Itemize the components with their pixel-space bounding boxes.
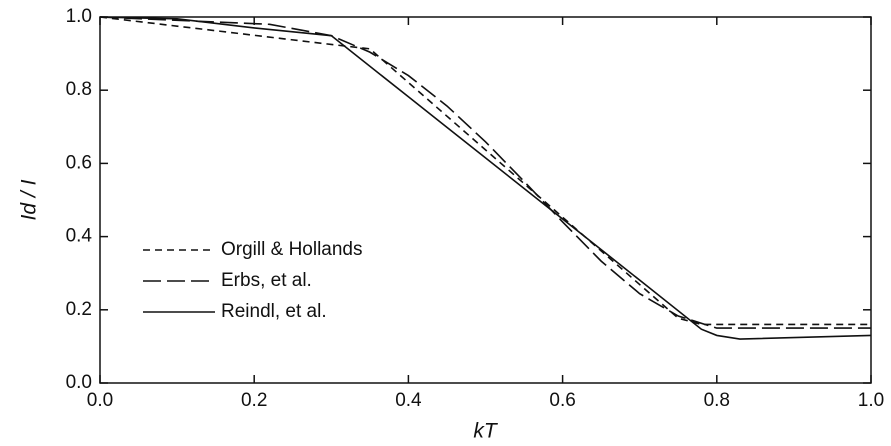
x-axis-label: kT [473,420,499,443]
series-line [99,16,872,340]
series-line [99,16,871,326]
y-tick-label: 0.0 [66,372,92,393]
x-tick-label: 0.2 [241,390,267,411]
y-tick-label: 0.2 [66,299,92,320]
series-line [99,16,871,329]
legend-label: Orgill & Hollands [221,239,363,260]
y-tick-label: 0.4 [66,226,93,247]
x-tick-label: 0.8 [704,390,730,411]
legend-label: Reindl, et al. [221,301,327,322]
x-tick-label: 1.0 [858,390,884,411]
x-tick-label: 0.0 [87,390,113,411]
plot-frame [99,16,872,384]
x-tick-label: 0.6 [549,390,575,411]
y-axis-label: Id / I [18,179,41,220]
y-tick-label: 0.8 [66,79,92,100]
y-tick-label: 0.6 [66,152,92,173]
x-tick-label: 0.4 [395,390,422,411]
y-tick-label: 1.0 [66,6,92,27]
legend-label: Erbs, et al. [221,270,312,291]
